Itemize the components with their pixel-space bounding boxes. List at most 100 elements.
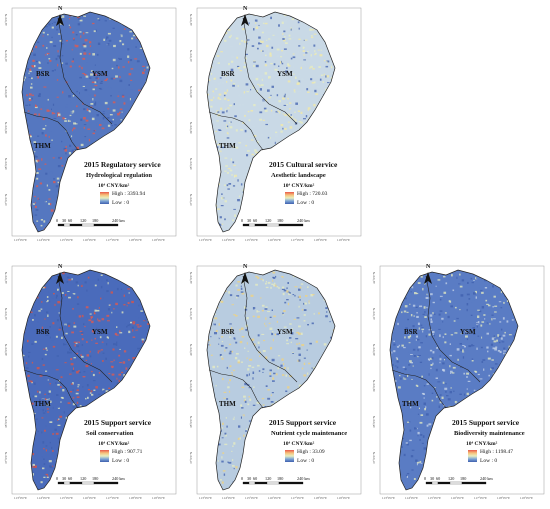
legend-unit: 10⁴ CNY/km² [466,441,498,447]
longitude-tick: 119°0'0"E [152,496,165,500]
north-arrow-icon [56,272,64,284]
map-frame [11,265,177,495]
subregion-boundary [23,111,79,151]
longitude-tick: 113°0'0"E [382,496,395,500]
longitude-tick: 118°0'0"E [497,496,510,500]
latitude-tick: 42°0'0"N [189,272,193,284]
map-canvas [196,265,362,495]
scale-label: 0 [56,476,59,481]
scale-label: 30 [247,218,252,223]
region-label-bsr: BSR [404,328,418,336]
subregion-boundary [57,275,113,383]
latitude-tick: 39°0'0"N [372,380,376,392]
legend-low: Low : 0 [297,458,315,464]
map-panel-aesthetic: N BSR YSM THM 2015 Cultural service Aesthetic… [185,0,365,250]
longitude-tick: 118°0'0"E [314,238,327,242]
map-panel-hydrological: N BSR YSM THM 2015 Regulatory service Hydrolo… [0,0,180,250]
longitude-tick: 114°0'0"E [37,496,50,500]
latitude-tick: 38°0'0"N [189,158,193,170]
longitude-tick: 114°0'0"E [37,238,50,242]
longitude-tick: 115°0'0"E [245,496,258,500]
legend-unit: 10⁴ CNY/km² [98,183,130,189]
scale-label: 120 [80,476,87,481]
scale-bar [425,481,487,485]
study-area-boundary [21,11,151,233]
study-area-boundary [206,11,336,233]
longitude-tick: 116°0'0"E [268,238,281,242]
longitude-tick: 114°0'0"E [405,496,418,500]
longitude-tick: 115°0'0"E [60,496,73,500]
region-label-ysm: YSM [277,328,293,336]
region-label-ysm: YSM [277,70,293,78]
region-label-bsr: BSR [221,70,235,78]
longitude-tick: 117°0'0"E [474,496,487,500]
latitude-tick: 38°0'0"N [4,158,8,170]
panel-title: 2015 Support service [269,418,337,427]
scale-label: 240 km [297,476,310,481]
study-area-boundary [389,269,519,491]
legend-color-ramp [285,192,294,204]
scale-label: 180 [460,476,467,481]
region-label-bsr: BSR [36,328,50,336]
map-panel-soil: N BSR YSM THM 2015 Support service Soil conse… [0,258,180,508]
panel-title: 2015 Regulatory service [84,160,161,169]
latitude-tick: 42°0'0"N [189,14,193,26]
scale-label: 0 [424,476,427,481]
scale-label: 120 [265,218,272,223]
legend-low: Low : 0 [480,458,498,464]
longitude-tick: 117°0'0"E [291,496,304,500]
longitude-tick: 114°0'0"E [222,496,235,500]
study-area-fill [22,12,150,232]
scale-label: 120 [80,218,87,223]
scale-label: 60 [68,218,73,223]
scale-label: 30 [62,476,67,481]
scale-label: 240 km [112,218,125,223]
latitude-tick: 41°0'0"N [4,308,8,320]
latitude-tick: 40°0'0"N [4,86,8,98]
region-label-bsr: BSR [36,70,50,78]
panel-subtitle: Biodiversity maintenance [454,430,525,437]
subregion-boundary [242,17,298,125]
subregion-boundary [208,111,264,151]
subregion-boundary [391,369,447,409]
latitude-tick: 37°0'0"N [4,452,8,464]
scale-label: 240 km [297,218,310,223]
scale-label: 120 [448,476,455,481]
longitude-tick: 115°0'0"E [428,496,441,500]
map-panel-biodiversity: N BSR YSM THM 2015 Support service Biodiversi… [368,258,548,508]
latitude-tick: 42°0'0"N [4,272,8,284]
study-area-fill [207,270,335,490]
north-arrow-icon [56,14,64,26]
longitude-tick: 118°0'0"E [129,238,142,242]
subregion-boundary [425,275,481,383]
north-label: N [58,6,63,12]
scale-label: 60 [68,476,73,481]
latitude-tick: 42°0'0"N [372,272,376,284]
north-arrow-icon [241,14,249,26]
latitude-tick: 37°0'0"N [372,452,376,464]
scale-label: 0 [241,218,244,223]
longitude-tick: 119°0'0"E [520,496,533,500]
latitude-tick: 40°0'0"N [189,344,193,356]
panel-subtitle: Hydrological regulation [86,172,153,179]
scale-bar [242,223,304,227]
longitude-tick: 114°0'0"E [222,238,235,242]
latitude-tick: 41°0'0"N [189,308,193,320]
north-label: N [243,6,248,12]
region-label-thm: THM [219,142,236,150]
longitude-tick: 117°0'0"E [291,238,304,242]
region-label-thm: THM [34,142,51,150]
latitude-tick: 39°0'0"N [189,122,193,134]
scale-label: 180 [277,218,284,223]
scale-label: 180 [92,476,99,481]
subregion-boundary [57,17,113,125]
north-label: N [58,264,63,270]
legend-color-ramp [468,450,477,462]
longitude-tick: 113°0'0"E [199,496,212,500]
latitude-tick: 39°0'0"N [4,122,8,134]
study-area-fill [390,270,518,490]
latitude-tick: 37°0'0"N [189,194,193,206]
longitude-tick: 113°0'0"E [14,496,27,500]
study-area-boundary [206,269,336,491]
longitude-tick: 113°0'0"E [199,238,212,242]
